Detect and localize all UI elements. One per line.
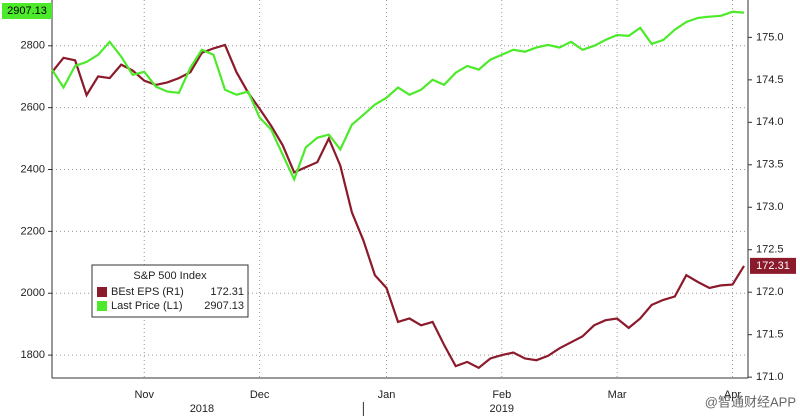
last-value-badge bbox=[750, 257, 796, 274]
x-tick-label: Dec bbox=[250, 389, 270, 401]
y2-tick-label: 174.5 bbox=[756, 74, 784, 86]
legend-box bbox=[91, 264, 249, 318]
y2-tick-label: 171.5 bbox=[756, 329, 784, 341]
legend-title: S&P 500 Index bbox=[133, 270, 207, 282]
y2-tick-label: 175.0 bbox=[756, 31, 784, 43]
x-tick-label: Apr bbox=[724, 389, 741, 401]
legend-value: 172.31 bbox=[210, 286, 244, 298]
last-value-label: 2907.13 bbox=[7, 5, 47, 17]
last-value-badge bbox=[2, 3, 52, 19]
x-tick-label: Jan bbox=[378, 389, 396, 401]
legend-swatch bbox=[97, 287, 107, 297]
x-tick-label: Mar bbox=[608, 389, 627, 401]
x-tick-label: Feb bbox=[492, 389, 511, 401]
y-tick-label: 2200 bbox=[21, 225, 45, 237]
y2-tick-label: 173.0 bbox=[756, 201, 784, 213]
legend-label: Last Price (L1) bbox=[111, 300, 183, 312]
y2-tick-label: 174.0 bbox=[756, 116, 784, 128]
legend-label: BEst EPS (R1) bbox=[111, 286, 184, 298]
last-value-label: 172.31 bbox=[756, 260, 790, 272]
year-label: 2019 bbox=[490, 403, 514, 415]
y-tick-label: 1800 bbox=[21, 349, 45, 361]
y2-tick-label: 172.5 bbox=[756, 244, 784, 256]
legend: S&P 500 Index BEst EPS (R1) 172.31 Last Pri… bbox=[91, 264, 249, 318]
series-line bbox=[51, 10, 745, 183]
legend-swatch bbox=[97, 301, 107, 311]
y2-tick-label: 173.5 bbox=[756, 159, 784, 171]
year-label: 2018 bbox=[190, 403, 214, 415]
legend-value: 2907.13 bbox=[204, 300, 244, 312]
y-tick-label: 2600 bbox=[21, 102, 45, 114]
y2-tick-label: 171.0 bbox=[756, 371, 784, 383]
x-tick-label: Nov bbox=[134, 389, 154, 401]
y-tick-label: 2000 bbox=[21, 287, 45, 299]
y-tick-label: 2800 bbox=[21, 40, 45, 52]
series-line bbox=[51, 43, 745, 370]
y-tick-label: 2400 bbox=[21, 163, 45, 175]
watermark: @智通财经APP bbox=[705, 394, 796, 409]
y2-tick-label: 172.0 bbox=[756, 286, 784, 298]
